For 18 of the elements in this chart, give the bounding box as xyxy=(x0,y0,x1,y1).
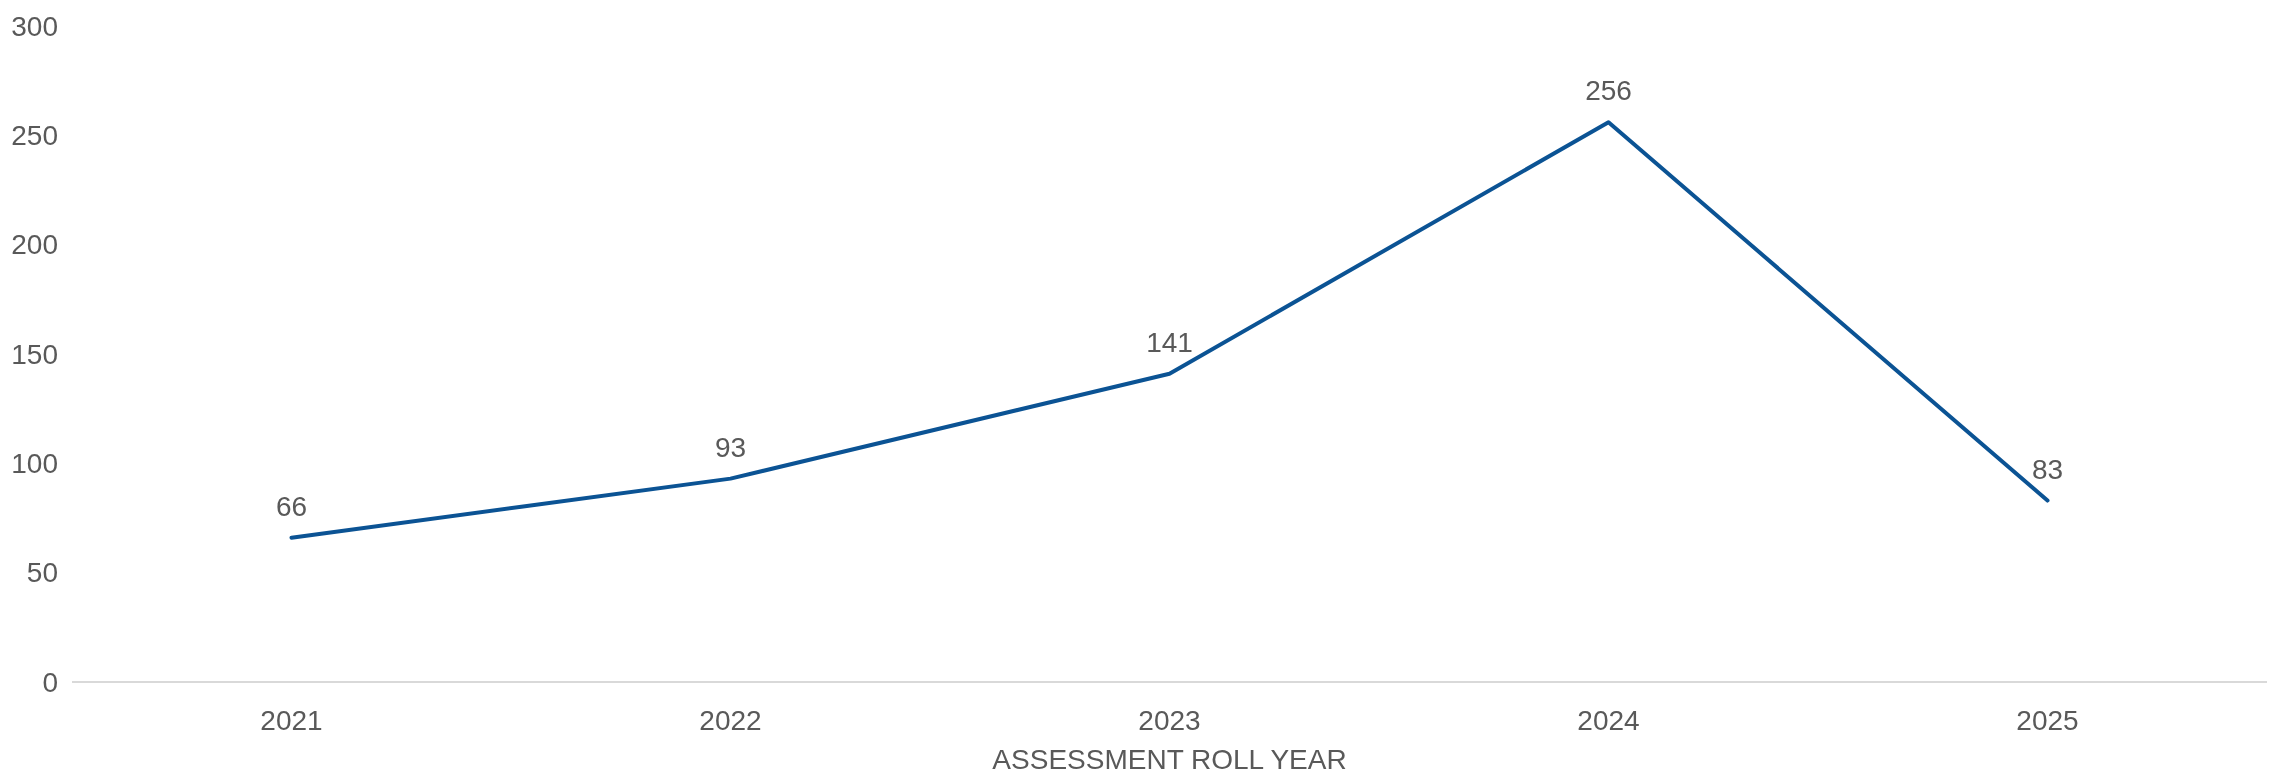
data-label: 93 xyxy=(714,431,747,463)
y-tick-label: 150 xyxy=(11,338,58,370)
y-tick-label: 250 xyxy=(11,120,58,152)
y-tick-label: 50 xyxy=(26,557,58,589)
x-tick-label: 2025 xyxy=(2016,705,2079,736)
x-axis-title: ASSESSMENT ROLL YEAR xyxy=(992,744,1347,775)
y-tick-label: 300 xyxy=(11,10,58,42)
data-label: 66 xyxy=(275,490,308,522)
y-tick-label: 100 xyxy=(11,448,58,480)
data-label: 83 xyxy=(2031,453,2064,485)
data-label: 141 xyxy=(1146,326,1193,358)
y-tick-label: 0 xyxy=(42,666,58,698)
x-tick-label: 2023 xyxy=(1138,705,1201,736)
x-tick-label: 2022 xyxy=(699,705,762,736)
x-tick-label: 2024 xyxy=(1577,705,1640,736)
x-tick-label: 2021 xyxy=(260,705,323,736)
data-label: 256 xyxy=(1585,75,1632,107)
y-tick-label: 200 xyxy=(11,229,58,261)
